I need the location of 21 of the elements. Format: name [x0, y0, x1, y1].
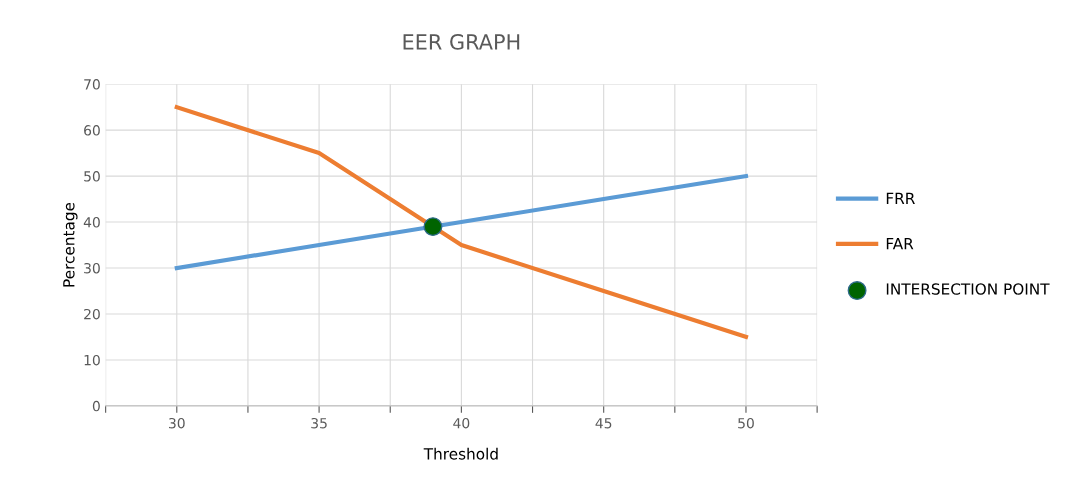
y-tick-label: 30	[84, 262, 100, 274]
y-tick-label: 10	[84, 354, 100, 366]
y-tick-label: 20	[84, 308, 100, 320]
x-tick-label: 40	[453, 417, 470, 429]
x-tick-label: 30	[169, 417, 185, 429]
x-tick-label: 35	[311, 417, 327, 429]
line-series	[174, 173, 749, 271]
chart-title: EER GRAPH	[403, 33, 520, 50]
line-series	[174, 105, 749, 340]
y-tick-label: 50	[84, 171, 100, 182]
x-axis-title: Threshold	[423, 447, 498, 460]
x-tick-label: 45	[595, 418, 612, 429]
legend-label: FAR	[886, 238, 914, 250]
y-axis-title: Percentage	[63, 202, 78, 287]
y-tick-label: 60	[84, 125, 100, 136]
legend-label: FRR	[886, 192, 915, 204]
y-tick-label: 0	[92, 400, 100, 412]
legend-label: INTERSECTION POINT	[886, 283, 1050, 295]
y-tick-label: 70	[84, 79, 100, 90]
x-tick-label: 50	[738, 417, 754, 429]
y-tick-label: 40	[83, 217, 100, 228]
